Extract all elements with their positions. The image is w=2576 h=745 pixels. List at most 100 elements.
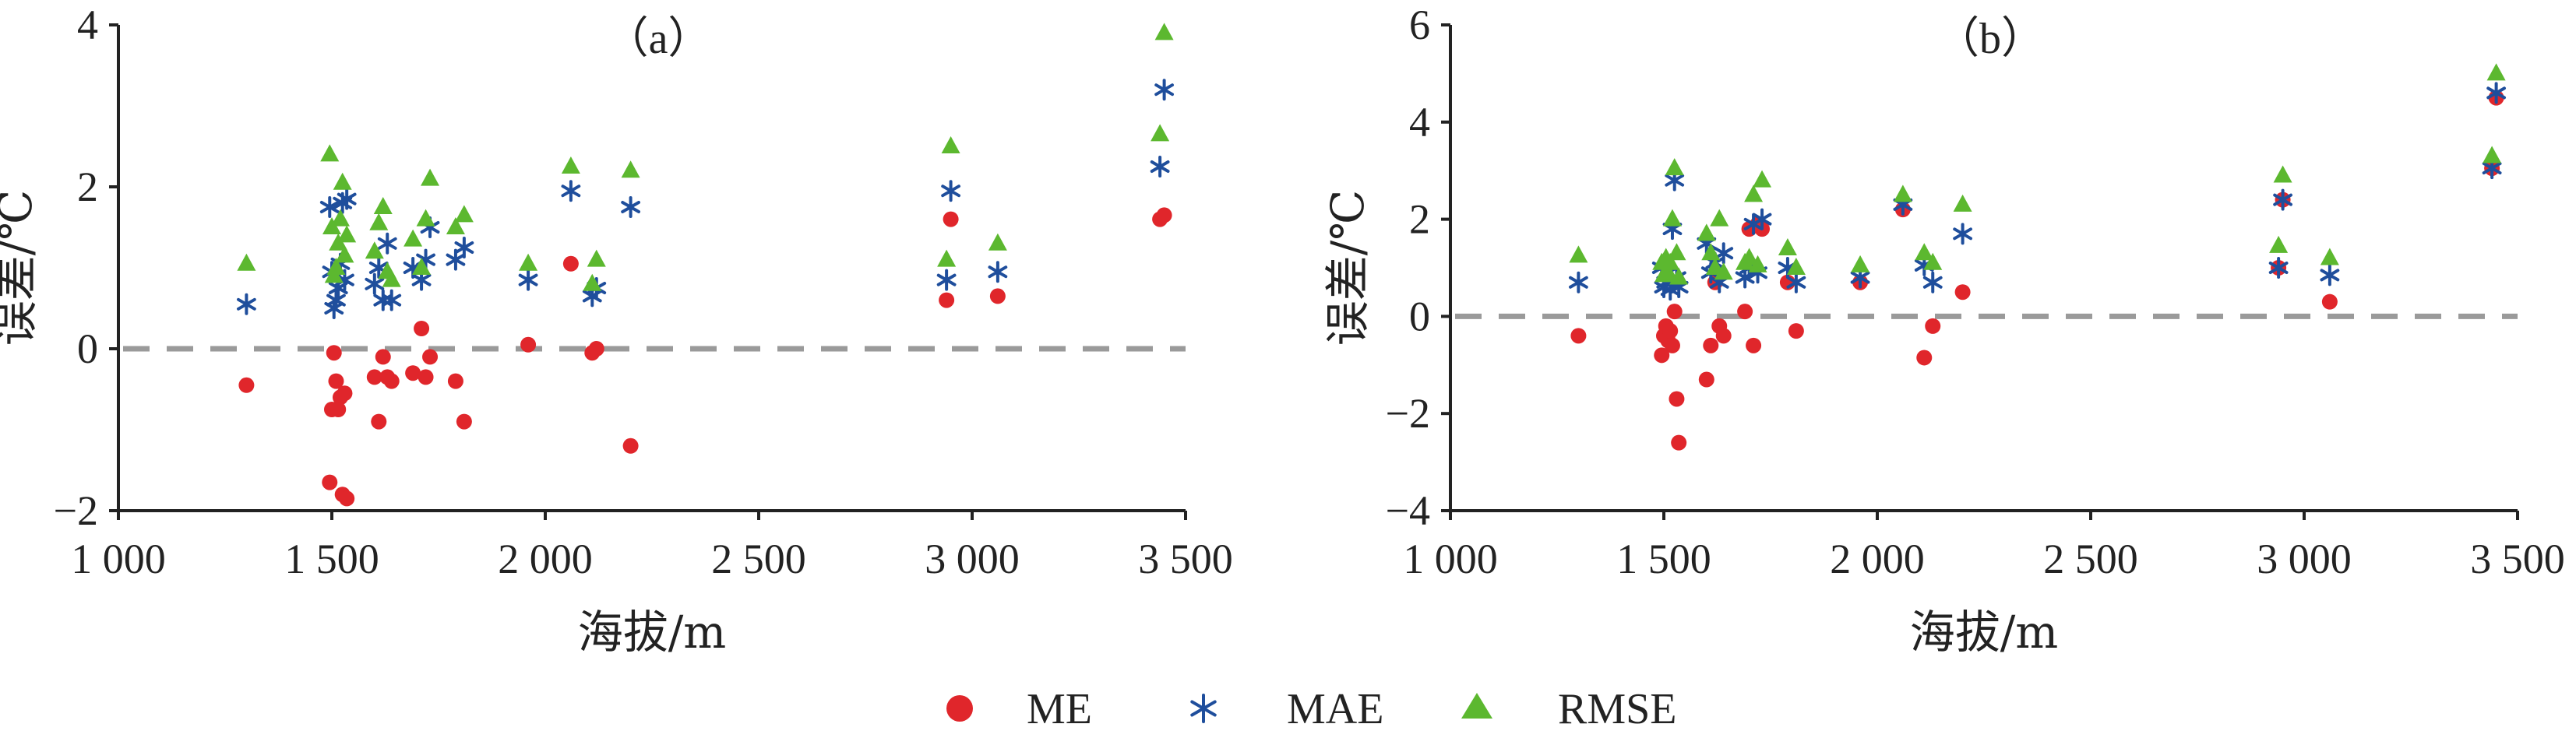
panel-b-point-me (1954, 284, 1971, 300)
panel-b-point-rmse (1753, 170, 1772, 188)
panel-a-point-mae (382, 289, 402, 311)
panel-b-point-me (1746, 337, 1762, 353)
panel-b-x-tick-label: 3 500 (2470, 536, 2565, 582)
panel-b-point-rmse (1667, 243, 1686, 261)
panel-a-point-me (943, 211, 959, 227)
panel-b-point-mae (1953, 223, 1972, 245)
panel-b-point-me (1666, 304, 1683, 320)
panel-b-point-rmse (1778, 238, 1797, 256)
panel-a-y-tick-label: 0 (77, 325, 98, 372)
panel-a-point-me (328, 373, 344, 389)
panel-b-point-me (1925, 318, 1941, 334)
panel-a-point-mae (365, 272, 385, 295)
panel-a-y-axis-title: 误差/℃ (0, 190, 42, 346)
panel-a-point-mae (326, 289, 346, 311)
panel-b-y-tick-label: −2 (1386, 390, 1430, 437)
panel-a-point-me (383, 373, 400, 389)
panel-a-x-tick-label: 2 000 (498, 536, 593, 582)
panel-b: −4 −2 0 2 4 6 1 000 1 500 2 000 2 500 3 000 3 500 （b… (1321, 2, 2565, 659)
panel-a-point-rmse (237, 253, 256, 271)
panel-a-x-tick-label: 2 500 (711, 536, 806, 582)
panel-a-point-mae (1154, 79, 1174, 101)
panel-a-point-me (562, 255, 579, 272)
panel-a-point-rmse (369, 213, 389, 230)
panel-b-x-tick-label: 1 500 (1616, 536, 1711, 582)
panel-b-point-rmse (2486, 63, 2506, 81)
panel-a: −2 0 2 4 1 000 1 500 2 000 2 500 3 000 3 500 （a） 误差… (0, 2, 1233, 659)
legend-label-rmse: RMSE (1558, 685, 1677, 733)
panel-b-point-me (1788, 323, 1804, 339)
panel-b-x-tick-label: 3 000 (2257, 536, 2352, 582)
panel-a-point-me (366, 369, 382, 385)
panel-b-point-rmse (1714, 262, 1733, 280)
panel-b-point-rmse (1786, 258, 1806, 275)
panel-a-point-me (447, 373, 463, 389)
panel-b-point-mae (2273, 188, 2292, 211)
panel-b-point-rmse (1697, 223, 1716, 241)
panel-b-point-rmse (1953, 194, 1972, 212)
legend-label-me: ME (1027, 685, 1092, 733)
panel-a-point-me (371, 413, 387, 430)
panel-b-point-rmse (1893, 184, 1912, 202)
panel-b-point-rmse (2273, 165, 2292, 183)
panel-b-x-axis-title: 海拔/m (1910, 606, 2059, 659)
panel-b-point-mae (2320, 264, 2340, 286)
panel-a-point-me (520, 336, 537, 353)
panel-a-point-rmse (583, 273, 602, 291)
panel-a-point-rmse (519, 253, 538, 271)
panel-a-point-mae (988, 261, 1008, 283)
panel-b-point-rmse (1851, 255, 1870, 272)
panel-b-point-mae (1569, 271, 1588, 293)
panel-a-point-rmse (988, 233, 1007, 251)
panel-a-point-rmse (1151, 124, 1170, 142)
panel-a-point-rmse (335, 245, 354, 263)
panel-b-point-me (1737, 304, 1753, 320)
panel-a-point-rmse (382, 269, 401, 287)
panel-a-point-me (238, 377, 255, 393)
legend: ME MAE RMSE (946, 685, 1677, 733)
panel-b-y-axis-title: 误差/℃ (1321, 190, 1374, 346)
panel-a-point-mae (237, 293, 256, 315)
panel-b-point-rmse (1665, 158, 1684, 176)
panel-b-point-rmse (2320, 248, 2339, 265)
panel-a-x-tick-label: 3 000 (925, 536, 1020, 582)
panel-b-point-rmse (1710, 209, 1729, 227)
panel-a-label: （a） (605, 15, 712, 63)
panel-a-y-tick-label: −2 (54, 487, 98, 534)
panel-a-point-me (588, 341, 604, 357)
panel-b-label: （b） (1936, 15, 2045, 63)
panel-a-x-tick-label: 1 500 (284, 536, 379, 582)
panel-b-point-rmse (1923, 252, 1943, 270)
panel-b-point-mae (1714, 242, 1734, 265)
panel-b-point-mae (2268, 257, 2289, 279)
panel-a-x-axis-title: 海拔/m (578, 606, 727, 659)
panel-a-point-me (339, 490, 355, 507)
panel-a-point-rmse (421, 168, 440, 186)
panel-a-point-rmse (561, 156, 580, 174)
panel-a-point-rmse (446, 217, 465, 234)
panel-a-point-rmse (320, 144, 340, 162)
panel-a-point-rmse (941, 136, 960, 153)
panel-a-point-rmse (373, 197, 393, 214)
panel-b-point-me (1916, 350, 1933, 366)
panel-b-point-me (2321, 293, 2338, 310)
panel-b-point-rmse (2483, 146, 2502, 163)
panel-a-point-me (375, 349, 391, 365)
panel-a-point-mae (936, 269, 957, 291)
panel-a-point-rmse (330, 209, 350, 227)
panel-a-point-rmse (365, 241, 384, 259)
panel-a-point-me (456, 413, 472, 430)
panel-b-point-me (1664, 337, 1680, 353)
panel-b-point-me (1703, 337, 1719, 353)
panel-b-point-me (1570, 328, 1587, 344)
panel-a-x-tick-label: 1 000 (71, 536, 166, 582)
panel-a-point-me (422, 349, 439, 365)
panel-b-x-tick-label: 2 500 (2043, 536, 2138, 582)
panel-a-point-mae (561, 180, 581, 202)
legend-marker-rmse (1461, 693, 1492, 719)
panel-a-point-me (418, 369, 434, 385)
panel-b-point-mae (1786, 271, 1806, 293)
panel-b-y-tick-label: 0 (1409, 293, 1430, 339)
panel-a-point-me (326, 345, 342, 361)
